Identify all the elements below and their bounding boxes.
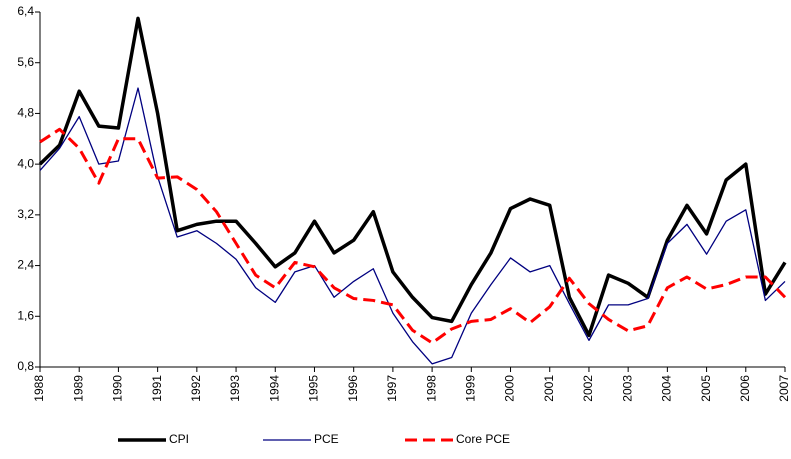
x-tick-label: 2003 [620,375,634,402]
x-tick-label: 2000 [503,375,517,402]
x-tick-label: 1997 [385,375,399,402]
series-line [39,87,786,365]
y-tick-label: 6,4 [17,4,34,18]
x-tick-label: 1992 [189,375,203,402]
x-tick-label: 1989 [71,375,85,402]
y-tick-label: 4,8 [17,106,34,120]
y-tick-label: 4,0 [17,156,34,170]
x-tick-label: 1995 [307,375,321,402]
y-tick-label: 3,2 [17,207,34,221]
x-tick-label: 1991 [150,375,164,402]
y-tick-label: 0,8 [17,359,34,373]
x-tick-label: 2001 [542,375,556,402]
y-tick-label: 1,6 [17,308,34,322]
x-tick-label: 1993 [228,375,242,402]
series-line [38,16,787,338]
x-tick-label: 2002 [581,375,595,402]
x-tick-label: 1994 [267,375,281,402]
legend-label: CPI [169,432,189,446]
x-tick-label: 1990 [111,375,125,402]
x-tick-label: 2004 [660,375,674,402]
x-tick-label: 2006 [738,375,752,402]
x-tick-label: 1988 [32,375,46,402]
legend-label: PCE [314,432,339,446]
x-tick-label: 2007 [777,375,791,402]
x-tick-label: 1998 [424,375,438,402]
y-tick-label: 5,6 [17,55,34,69]
x-tick-label: 2005 [699,375,713,402]
legend-label: Core PCE [456,432,510,446]
x-tick-label: 1996 [346,375,360,402]
series-line [39,127,787,345]
y-tick-label: 2,4 [17,258,34,272]
x-tick-label: 1999 [463,375,477,402]
